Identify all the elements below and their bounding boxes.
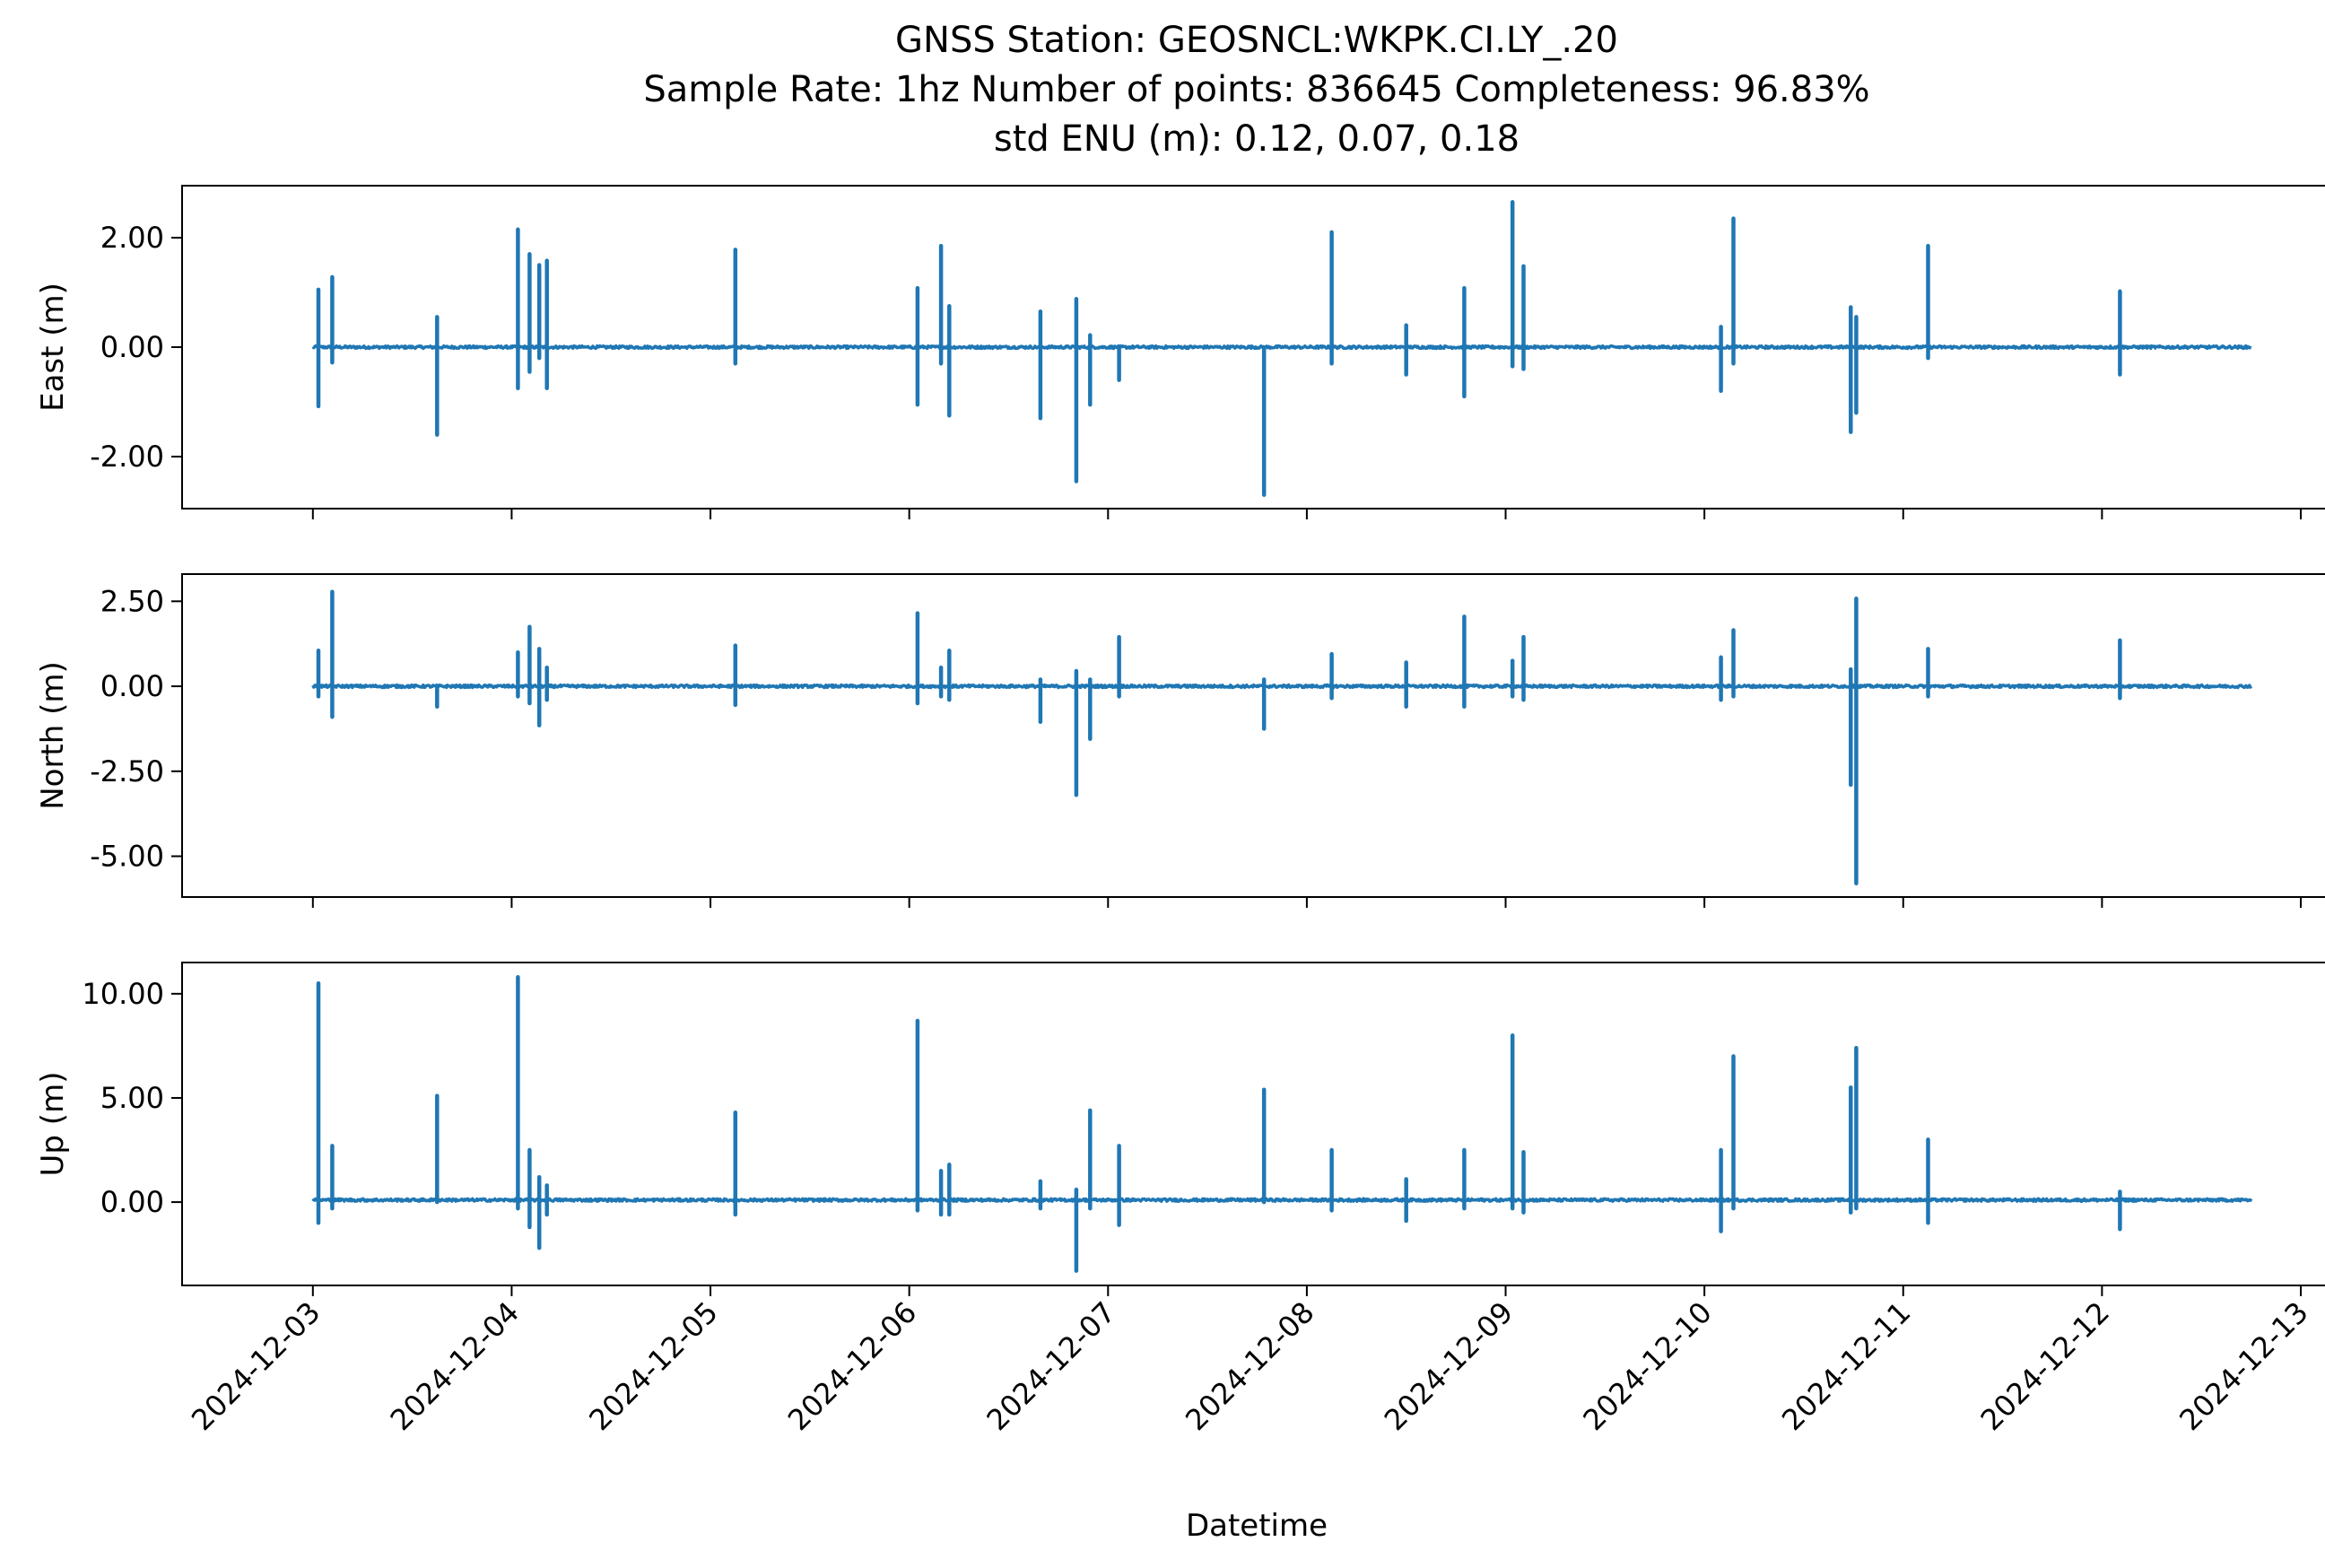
east-ylabel: East (m) xyxy=(35,283,71,412)
north-ylabel: North (m) xyxy=(35,661,71,810)
north-ytick-label-3: -5.00 xyxy=(90,840,164,874)
east-ytick-label-1: 0.00 xyxy=(100,330,164,364)
east-ytick-label-2: -2.00 xyxy=(90,440,164,474)
north-ytick-label-2: -2.50 xyxy=(90,754,164,788)
up-ytick-label-1: 5.00 xyxy=(100,1081,164,1115)
north-ytick-label-1: 0.00 xyxy=(100,669,164,703)
east-series-line xyxy=(311,344,2252,351)
panel-east: 2.00 0.00 -2.00 East (m) xyxy=(35,185,2325,519)
figure-title: GNSS Station: GEOSNCL:WKPK.CI.LY_.20 Sam… xyxy=(643,20,1869,160)
x-axis-label: Datetime xyxy=(1186,1508,1328,1544)
north-series-line xyxy=(311,683,2253,690)
title-line-std: std ENU (m): 0.12, 0.07, 0.18 xyxy=(994,118,1520,160)
title-line-station: GNSS Station: GEOSNCL:WKPK.CI.LY_.20 xyxy=(895,20,1618,61)
up-ytick-label-0: 10.00 xyxy=(82,977,164,1011)
up-series-line xyxy=(311,1197,2253,1203)
up-axes-frame xyxy=(181,962,2325,1286)
panel-up: 10.00 5.00 0.00 Up (m) xyxy=(35,962,2325,1296)
up-ytick-label-2: 0.00 xyxy=(100,1185,164,1219)
north-axes-frame xyxy=(181,573,2325,898)
north-ytick-label-0: 2.50 xyxy=(100,584,164,618)
east-ytick-label-0: 2.00 xyxy=(100,221,164,255)
title-line-sampling: Sample Rate: 1hz Number of points: 83664… xyxy=(643,69,1869,110)
plot-panels: 2.00 0.00 -2.00 East (m) 2.50 0.00 -2.50 -5.00 N… xyxy=(35,185,2325,1296)
panel-north: 2.50 0.00 -2.50 -5.00 North (m) xyxy=(35,573,2325,908)
up-ylabel: Up (m) xyxy=(35,1072,71,1177)
